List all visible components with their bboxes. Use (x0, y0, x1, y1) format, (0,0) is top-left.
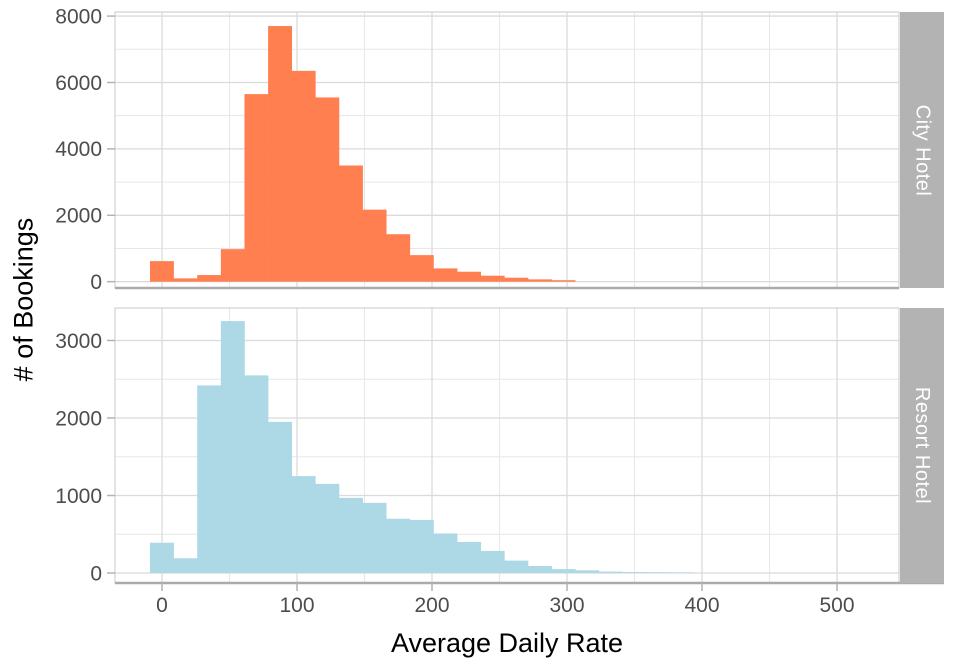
histogram-bar (386, 234, 411, 282)
histogram-bar (480, 275, 505, 282)
histogram-bar (504, 560, 529, 574)
y-axis-tick-label: 2000 (55, 205, 102, 228)
histogram-bar (291, 476, 316, 574)
facet-strip-label: City Hotel (911, 104, 934, 196)
histogram-bar (149, 261, 174, 282)
x-axis-tick-label: 0 (156, 594, 168, 617)
histogram-bar (173, 558, 198, 574)
histogram-bar (527, 566, 552, 574)
histogram-bar (197, 385, 222, 574)
y-axis-tick-label: 0 (90, 562, 102, 585)
histogram-bar (197, 275, 222, 282)
histogram-bar (220, 249, 245, 282)
histogram-bar (149, 542, 174, 574)
y-axis-title: # of Bookings (8, 217, 39, 382)
histogram-bar (362, 209, 387, 282)
y-axis-tick-label: 1000 (55, 485, 102, 508)
y-axis-tick-label: 2000 (55, 407, 102, 430)
histogram-bar (669, 572, 694, 574)
histogram-bar (575, 570, 600, 574)
histogram-bar (551, 569, 576, 574)
x-axis-tick-label: 300 (549, 594, 584, 617)
histogram-bar (480, 550, 505, 574)
histogram-bar (338, 165, 363, 282)
x-axis-tick-label: 100 (279, 594, 314, 617)
x-axis-title: Average Daily Rate (390, 628, 624, 658)
y-axis-tick-label: 8000 (55, 5, 102, 28)
histogram-bar (457, 541, 482, 574)
histogram-bar (433, 268, 458, 282)
y-axis-tick-label: 6000 (55, 72, 102, 95)
histogram-bar (409, 519, 434, 574)
histogram-bar (598, 571, 623, 574)
histogram-bar (527, 279, 552, 282)
panel-border (114, 11, 900, 289)
histogram-bar (646, 572, 671, 574)
x-axis-tick-label: 500 (820, 594, 855, 617)
facet-strip-label: Resort Hotel (911, 386, 934, 505)
histogram-bar (268, 26, 293, 282)
histogram-bar (268, 421, 293, 574)
histogram-bar (504, 277, 529, 282)
histogram-bar (173, 278, 198, 282)
histogram-bar (551, 280, 576, 282)
histogram-bar (244, 94, 269, 282)
facet-strip-city-hotel: City Hotel (900, 12, 944, 288)
y-axis-tick-label: 3000 (55, 330, 102, 353)
facet-strip-resort-hotel: Resort Hotel (900, 308, 944, 583)
histogram-bar (220, 321, 245, 574)
y-axis-tick-label: 4000 (55, 138, 102, 161)
histogram-bar (291, 70, 316, 282)
x-axis-tick-label: 200 (414, 594, 449, 617)
histogram-bar (315, 483, 340, 574)
histogram-bar (386, 518, 411, 574)
histogram-bar (338, 497, 363, 574)
histogram-bar (362, 502, 387, 574)
histogram-bar (409, 255, 434, 282)
y-axis-tick-label: 0 (90, 271, 102, 294)
x-axis-tick-label: 400 (684, 594, 719, 617)
histogram-bar (622, 572, 647, 574)
histogram-bar (244, 375, 269, 574)
histogram-bar (457, 271, 482, 282)
histogram-bar (315, 97, 340, 282)
histogram-bar (433, 533, 458, 574)
